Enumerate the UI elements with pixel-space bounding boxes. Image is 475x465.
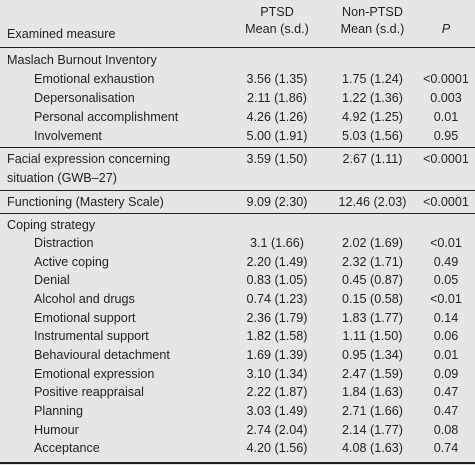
row-ptsd: 4.26 (1.26) — [246, 110, 308, 124]
header-nonptsd-line1: Non-PTSD — [342, 5, 403, 19]
row-nonptsd: 0.45 (0.87) — [342, 273, 403, 287]
row-nonptsd: 1.75 (1.24) — [342, 72, 403, 86]
row-nonptsd: 1.84 (1.63) — [342, 385, 403, 399]
row-nonptsd: 2.02 (1.69) — [342, 236, 403, 250]
row-label: Instrumental support — [34, 329, 149, 343]
row-label: Humour — [34, 423, 79, 437]
row-ptsd: 5.00 (1.91) — [246, 129, 308, 143]
row-ptsd: 3.56 (1.35) — [246, 72, 308, 86]
section-title-facial-line2: situation (GWB–27) — [7, 171, 117, 185]
row-label: Personal accomplishment — [34, 110, 179, 124]
row-p: 0.14 — [433, 311, 459, 325]
header-nonptsd-line2: Mean (s.d.) — [340, 22, 405, 36]
row-ptsd: 2.11 (1.86) — [247, 91, 307, 105]
row-ptsd: 2.74 (2.04) — [246, 423, 308, 437]
rule-section — [0, 190, 475, 191]
row-ptsd: 1.82 (1.58) — [246, 329, 308, 343]
row-label: Acceptance — [34, 441, 100, 455]
row-p: 0.01 — [433, 110, 459, 124]
row-ptsd: 4.20 (1.56) — [246, 441, 308, 455]
row-nonptsd: 1.83 (1.77) — [342, 311, 403, 325]
section-title-maslach: Maslach Burnout Inventory — [7, 53, 157, 67]
row-p: 0.09 — [433, 367, 459, 381]
row-nonptsd: 2.67 (1.11) — [342, 152, 403, 166]
rule-section — [0, 147, 475, 148]
section-title-functioning: Functioning (Mastery Scale) — [7, 195, 164, 209]
row-nonptsd: 2.71 (1.66) — [342, 404, 403, 418]
row-ptsd: 0.83 (1.05) — [246, 273, 308, 287]
row-nonptsd: 2.47 (1.59) — [342, 367, 403, 381]
row-ptsd: 3.03 (1.49) — [246, 404, 308, 418]
row-label: Depersonalisation — [34, 91, 135, 105]
row-nonptsd: 1.11 (1.50) — [342, 329, 403, 343]
row-label: Denial — [34, 273, 70, 287]
row-p: 0.05 — [433, 273, 459, 287]
row-nonptsd: 2.32 (1.71) — [342, 255, 403, 269]
section-title-coping: Coping strategy — [7, 218, 96, 232]
row-p: <0.01 — [430, 292, 462, 306]
row-ptsd: 3.59 (1.50) — [246, 152, 308, 166]
row-ptsd: 3.10 (1.34) — [246, 367, 308, 381]
row-p: 0.95 — [433, 129, 459, 143]
row-nonptsd: 2.14 (1.77) — [342, 423, 403, 437]
row-label: Behavioural detachment — [34, 348, 170, 362]
row-p: <0.01 — [430, 236, 462, 250]
rule-header — [0, 47, 475, 48]
row-label: Emotional support — [34, 311, 136, 325]
row-nonptsd: 5.03 (1.56) — [342, 129, 403, 143]
row-label: Emotional expression — [34, 367, 155, 381]
row-label: Alcohol and drugs — [34, 292, 135, 306]
header-p: P — [441, 22, 451, 36]
row-p: 0.47 — [433, 385, 459, 399]
row-p: 0.08 — [433, 423, 459, 437]
row-p: 0.003 — [430, 91, 462, 105]
row-label: Involvement — [34, 129, 102, 143]
header-measure: Examined measure — [7, 27, 116, 41]
row-p: <0.0001 — [423, 195, 469, 209]
row-p: 0.47 — [433, 404, 459, 418]
row-label: Planning — [34, 404, 84, 418]
row-label: Distraction — [34, 236, 94, 250]
row-nonptsd: 0.95 (1.34) — [342, 348, 403, 362]
section-title-facial-line1: Facial expression concerning — [7, 152, 171, 166]
row-nonptsd: 12.46 (2.03) — [338, 195, 407, 209]
row-ptsd: 2.22 (1.87) — [246, 385, 308, 399]
rule-bottom — [0, 462, 475, 464]
rule-section — [0, 213, 475, 214]
row-p: 0.49 — [433, 255, 459, 269]
row-nonptsd: 4.08 (1.63) — [342, 441, 403, 455]
row-p: 0.06 — [433, 329, 459, 343]
row-nonptsd: 4.92 (1.25) — [342, 110, 403, 124]
row-ptsd: 3.1 (1.66) — [250, 236, 304, 250]
row-ptsd: 9.09 (2.30) — [246, 195, 308, 209]
row-p: 0.01 — [433, 348, 459, 362]
row-ptsd: 2.36 (1.79) — [246, 311, 308, 325]
row-p: 0.74 — [433, 441, 459, 455]
row-p: <0.0001 — [423, 72, 469, 86]
row-nonptsd: 1.22 (1.36) — [342, 91, 403, 105]
row-label: Active coping — [34, 255, 109, 269]
row-label: Emotional exhaustion — [34, 72, 155, 86]
row-label: Positive reappraisal — [34, 385, 144, 399]
row-nonptsd: 0.15 (0.58) — [342, 292, 403, 306]
row-p: <0.0001 — [423, 152, 469, 166]
header-ptsd-line1: PTSD — [260, 5, 294, 19]
header-ptsd-line2: Mean (s.d.) — [245, 22, 309, 36]
row-ptsd: 1.69 (1.39) — [246, 348, 308, 362]
row-ptsd: 2.20 (1.49) — [246, 255, 308, 269]
row-ptsd: 0.74 (1.23) — [246, 292, 308, 306]
